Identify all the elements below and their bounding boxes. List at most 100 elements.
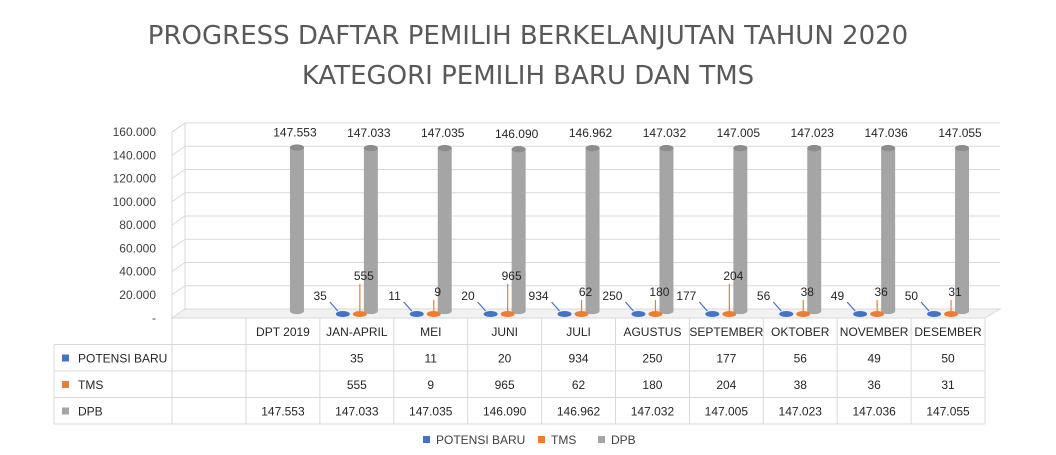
series-key [62,381,69,388]
category-label: NOVEMBER [840,325,909,339]
tms-data-label: 204 [723,269,743,283]
table-cell: 147.035 [409,405,453,419]
dpb-bar [289,144,304,315]
dpb-bar-top [807,144,822,152]
dpb-bar-body [955,148,970,311]
tms-bar [648,311,663,317]
potensi-baru-data-label: 250 [602,289,622,303]
potensi-baru-leader [551,301,560,312]
dpb-bar-base [881,307,896,315]
chart-subtitle: KATEGORI PEMILIH BARU DAN TMS [302,61,754,91]
tms-data-label: 9 [434,285,441,299]
tms-bar [426,311,441,317]
dpb-data-label: 147.035 [421,126,465,140]
dpb-bar-base [289,307,304,315]
table-cell: 11 [425,352,438,366]
dpb-data-label: 147.055 [938,126,982,140]
dpb-data-label: 147.023 [791,126,835,140]
potensi-baru-bar [779,311,794,317]
category-label: DESEMBER [914,325,982,339]
category-label: JUNI [491,325,518,339]
y-tick-label: 160.000 [113,125,157,139]
tms-data-label: 965 [502,269,522,283]
potensi-baru-bar [409,311,424,317]
category-label: OKTOBER [771,325,830,339]
dpb-bar-body [807,148,822,311]
dpb-bar-top [511,146,526,153]
category-label: AGUSTUS [623,325,681,339]
y-tick-label: 100.000 [113,195,157,209]
series-name: DPB [78,405,103,419]
tms-data-label: 555 [354,269,374,283]
table-cell: 9 [427,378,434,392]
legend-label: POTENSI BARU [436,433,525,447]
table-cell: 62 [572,378,586,392]
category-label: DPT 2019 [256,325,310,339]
dpb-bar-body [881,148,896,311]
category-label: MEI [420,325,441,339]
table-cell: 555 [347,378,367,392]
dpb-bar [437,144,452,315]
table-cell: 147.033 [335,405,379,419]
dpb-bar-base [585,307,600,315]
dpb-bar-base [437,307,452,315]
dpb-bar-top [363,144,378,152]
table-cell: 56 [794,352,808,366]
potensi-baru-bar [927,311,942,317]
potensi-baru-leader [772,301,782,312]
potensi-baru-data-label: 56 [757,289,771,303]
dpb-bar-top [881,144,896,152]
dpb-data-label: 147.553 [273,125,317,139]
dpb-bar [881,144,896,315]
table-cell: 180 [642,378,662,392]
table-cell: 36 [867,378,881,392]
y-tick-label: 40.000 [119,265,156,279]
category-label: JAN-APRIL [326,325,388,339]
potensi-baru-bar [557,311,572,317]
dpb-bar-body [733,148,748,311]
table-cell: 250 [642,352,662,366]
dpb-bar-base [955,307,970,315]
table-cell: 147.005 [705,405,749,419]
legend-label: TMS [551,433,576,447]
dpb-bar [807,144,822,315]
gridline [171,215,1000,226]
gridline [171,145,1000,156]
dpb-bar-base [511,307,526,315]
gridline [171,285,1000,296]
table-cell: 31 [941,378,955,392]
table-cell: 50 [941,352,955,366]
dpb-bar [511,146,526,315]
dpb-data-label: 146.090 [495,127,539,141]
dpb-bar-top [585,145,600,152]
gridline [171,262,1000,272]
dpb-bar-body [437,148,452,311]
potensi-baru-data-label: 35 [313,289,327,303]
y-tick-label: - [152,311,156,325]
tms-bar [500,311,515,317]
dpb-bar-top [289,144,304,151]
potensi-baru-data-label: 50 [905,289,919,303]
dpb-bar-base [363,307,378,315]
potensi-baru-data-label: 934 [529,289,549,303]
potensi-baru-leader [698,301,708,312]
series-key [62,407,69,415]
potensi-baru-bar [335,311,350,317]
y-tick-label: 140.000 [113,148,157,162]
tms-data-label: 62 [579,285,593,299]
dpb-bar [955,144,970,315]
potensi-baru-data-label: 49 [831,289,845,303]
table-cell: 38 [794,378,808,392]
dpb-data-label: 147.032 [643,126,687,140]
category-label: SEPTEMBER [689,325,763,339]
dpb-bar-top [437,144,452,152]
potensi-baru-data-label: 177 [676,289,696,303]
y-tick-label: 60.000 [119,241,156,255]
legend-label: DPB [611,433,636,447]
tms-data-label: 36 [874,285,888,299]
tms-data-label: 180 [649,285,669,299]
legend-key [538,436,545,443]
dpb-bar [733,144,748,315]
y-tick-label: 20.000 [119,288,156,302]
data-table: DPT 2019 JAN-APRIL MEI JUNI JULI AGUSTUS SEPTE… [53,317,986,425]
